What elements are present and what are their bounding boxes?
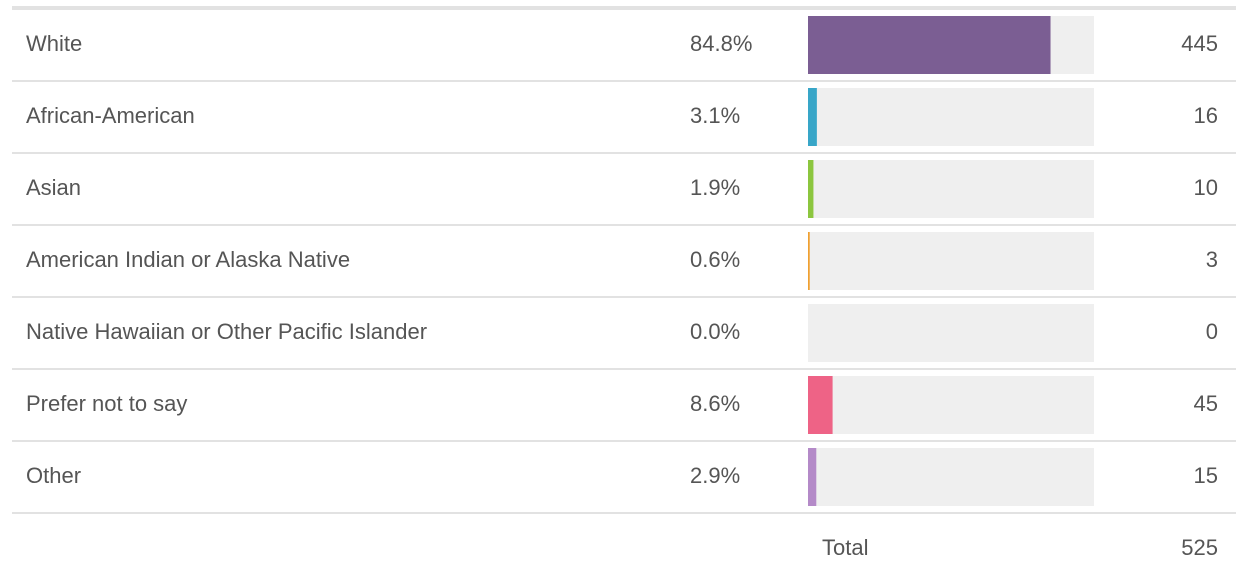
row-percent: 84.8% [690,31,752,56]
bar-track [808,376,1094,434]
row-divider [12,152,1236,154]
row-percent: 8.6% [690,391,740,416]
bar [808,88,817,146]
bar-track [808,232,1094,290]
row-percent: 0.0% [690,319,740,344]
row-label: Asian [26,175,81,200]
bar-track [808,160,1094,218]
row-divider [12,296,1236,298]
total-label: Total [822,535,868,560]
row-label: American Indian or Alaska Native [26,247,350,272]
row-count: 45 [1194,391,1218,416]
row-label: White [26,31,82,56]
row-count: 0 [1206,319,1218,344]
row-label: Other [26,463,81,488]
bar [808,448,817,506]
row-count: 15 [1194,463,1218,488]
bar-track [808,304,1094,362]
bar [808,376,833,434]
row-label: African-American [26,103,195,128]
bar-track [808,448,1094,506]
row-percent: 2.9% [690,463,740,488]
row-divider [12,368,1236,370]
top-border [12,6,1236,10]
row-count: 445 [1181,31,1218,56]
row-percent: 0.6% [690,247,740,272]
row-label: Prefer not to say [26,391,187,416]
row-count: 3 [1206,247,1218,272]
bar [808,160,814,218]
row-divider [12,224,1236,226]
row-divider [12,512,1236,514]
row-percent: 1.9% [690,175,740,200]
row-divider [12,440,1236,442]
row-divider [12,80,1236,82]
bar-track [808,88,1094,146]
bar [808,232,810,290]
row-label: Native Hawaiian or Other Pacific Islande… [26,319,427,344]
row-count: 16 [1194,103,1218,128]
total-value: 525 [1181,535,1218,560]
row-percent: 3.1% [690,103,740,128]
bar [808,16,1051,74]
row-count: 10 [1194,175,1218,200]
